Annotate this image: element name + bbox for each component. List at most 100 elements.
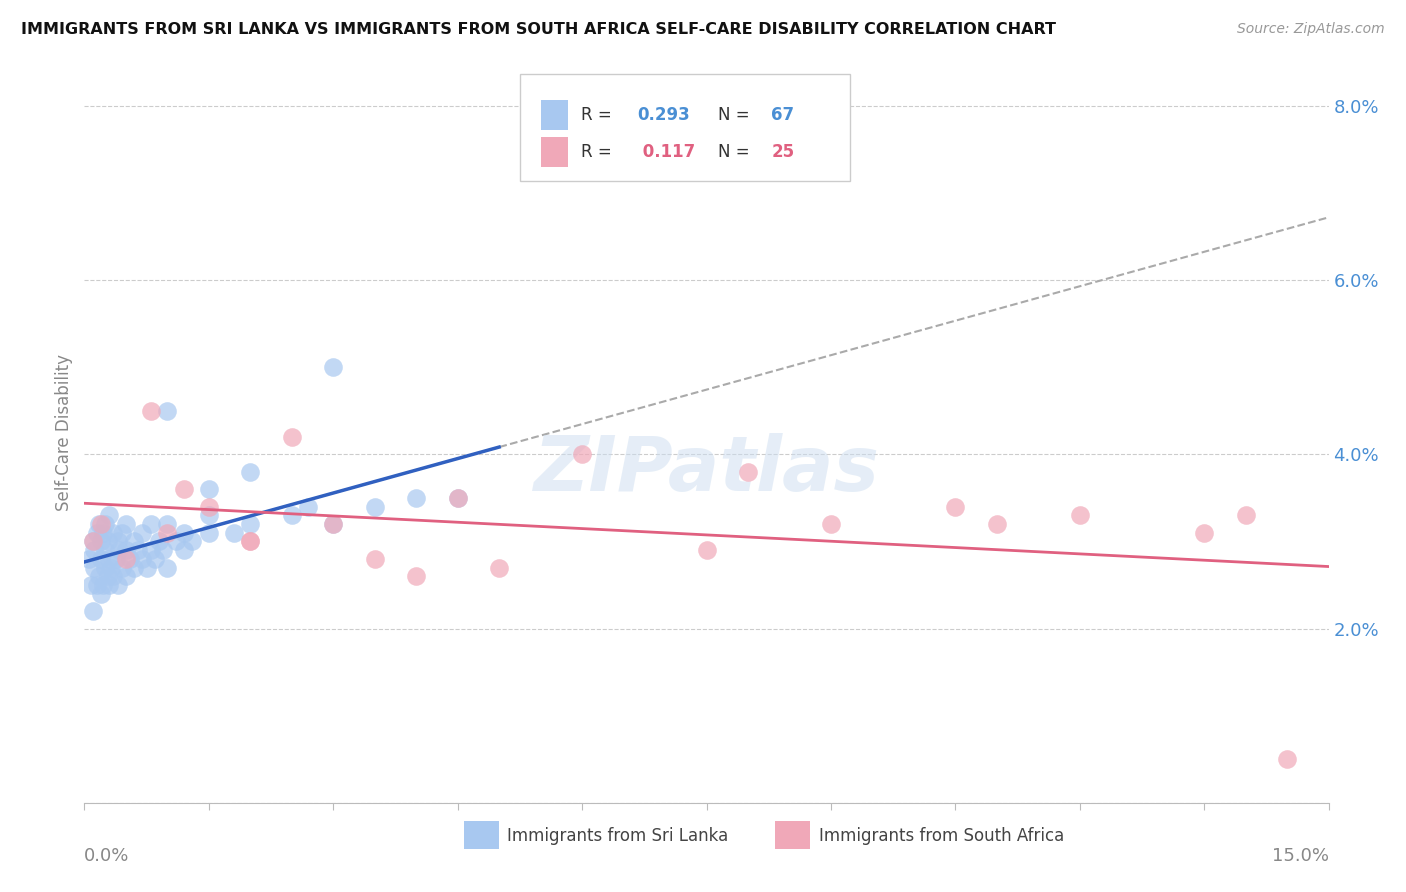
Point xyxy=(197,482,219,496)
Point xyxy=(405,569,427,583)
Text: 0.0%: 0.0% xyxy=(84,847,129,865)
Point xyxy=(77,552,100,566)
Bar xyxy=(541,101,568,130)
Point xyxy=(97,534,120,549)
Point xyxy=(156,517,179,532)
Point xyxy=(98,578,121,592)
Point xyxy=(173,525,195,540)
Point xyxy=(111,525,134,540)
Point xyxy=(115,569,138,583)
Point xyxy=(135,560,157,574)
Point xyxy=(107,534,129,549)
Point xyxy=(83,560,105,574)
Point xyxy=(104,552,127,566)
Text: IMMIGRANTS FROM SRI LANKA VS IMMIGRANTS FROM SOUTH AFRICA SELF-CARE DISABILITY C: IMMIGRANTS FROM SRI LANKA VS IMMIGRANTS … xyxy=(21,22,1056,37)
Point xyxy=(115,543,138,558)
Point xyxy=(165,534,187,549)
Point xyxy=(139,543,162,558)
Point xyxy=(86,525,108,540)
Text: Immigrants from South Africa: Immigrants from South Africa xyxy=(818,827,1064,845)
Point xyxy=(239,465,262,479)
Point xyxy=(737,465,759,479)
Point xyxy=(139,517,162,532)
Point xyxy=(107,578,129,592)
Point xyxy=(1277,752,1299,766)
Point xyxy=(152,543,174,558)
Point xyxy=(173,482,195,496)
Point xyxy=(222,525,245,540)
Point xyxy=(364,552,387,566)
Point xyxy=(488,560,510,574)
Point xyxy=(181,534,204,549)
Point xyxy=(156,560,179,574)
Text: 25: 25 xyxy=(772,144,794,161)
Point xyxy=(143,552,166,566)
Point xyxy=(447,491,470,505)
Point xyxy=(281,430,304,444)
Point xyxy=(322,517,344,532)
Text: 15.0%: 15.0% xyxy=(1271,847,1329,865)
Bar xyxy=(464,822,499,849)
Point xyxy=(118,552,141,566)
Text: 0.293: 0.293 xyxy=(637,106,689,124)
Point xyxy=(139,404,162,418)
Point xyxy=(94,560,117,574)
Point xyxy=(131,525,153,540)
Point xyxy=(239,517,262,532)
Point xyxy=(297,500,319,514)
Point xyxy=(108,543,131,558)
Point xyxy=(122,560,145,574)
Point xyxy=(1234,508,1257,523)
Point xyxy=(89,517,111,532)
Point xyxy=(122,534,145,549)
Point xyxy=(986,517,1008,532)
Point xyxy=(91,525,114,540)
Text: Immigrants from Sri Lanka: Immigrants from Sri Lanka xyxy=(508,827,728,845)
Point xyxy=(820,517,842,532)
Point xyxy=(197,500,219,514)
FancyBboxPatch shape xyxy=(520,73,849,181)
Point xyxy=(156,404,179,418)
Point xyxy=(322,360,344,375)
Point xyxy=(571,447,593,461)
Text: R =: R = xyxy=(581,144,617,161)
Point xyxy=(1192,525,1215,540)
Point xyxy=(90,552,112,566)
Y-axis label: Self-Care Disability: Self-Care Disability xyxy=(55,354,73,511)
Point xyxy=(83,543,105,558)
Point xyxy=(103,569,125,583)
Point xyxy=(98,508,121,523)
Point xyxy=(97,569,120,583)
Point xyxy=(111,560,134,574)
Point xyxy=(90,587,112,601)
Point xyxy=(89,569,111,583)
Point xyxy=(127,543,149,558)
Point xyxy=(148,534,170,549)
Point xyxy=(322,517,344,532)
Point xyxy=(405,491,427,505)
Point xyxy=(239,534,262,549)
Point xyxy=(364,500,387,514)
Point xyxy=(281,508,304,523)
Point xyxy=(1069,508,1091,523)
Point xyxy=(91,578,114,592)
Point xyxy=(239,534,262,549)
Point xyxy=(131,552,153,566)
Point xyxy=(94,543,117,558)
Text: 67: 67 xyxy=(772,106,794,124)
Point xyxy=(197,525,219,540)
Point xyxy=(115,552,138,566)
Point xyxy=(197,508,219,523)
Point xyxy=(115,517,138,532)
Point xyxy=(82,534,104,549)
Point xyxy=(173,543,195,558)
Point xyxy=(696,543,718,558)
Bar xyxy=(775,822,810,849)
Point xyxy=(82,534,104,549)
Point xyxy=(90,517,112,532)
Text: ZIPatlas: ZIPatlas xyxy=(533,433,880,507)
Point xyxy=(90,534,112,549)
Point xyxy=(447,491,470,505)
Text: N =: N = xyxy=(717,144,755,161)
Point xyxy=(80,578,103,592)
